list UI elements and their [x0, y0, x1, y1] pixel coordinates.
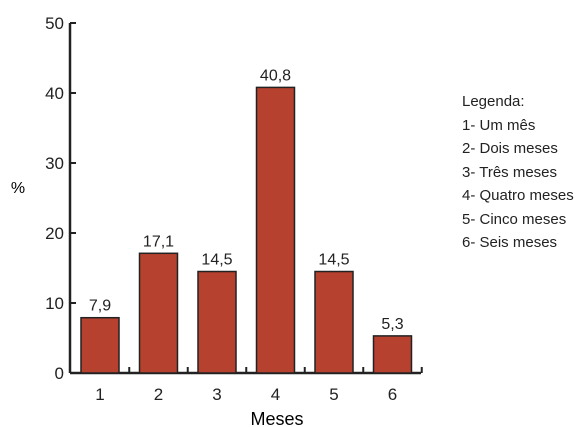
x-tick-label: 2	[154, 385, 163, 404]
legend: Legenda: 1- Um mês 2- Dois meses 3- Três…	[462, 90, 574, 255]
x-tick-label: 5	[329, 385, 338, 404]
x-tick-label: 3	[212, 385, 221, 404]
y-axis-label: %	[11, 180, 25, 197]
y-axis: 0 10 20 30 40 50	[45, 14, 76, 383]
bar-value-label: 14,5	[318, 252, 349, 269]
legend-item: 4- Quatro meses	[462, 187, 574, 204]
legend-item: 2- Dois meses	[462, 140, 558, 157]
bar	[255, 86, 296, 374]
bar	[372, 335, 413, 374]
bars	[80, 86, 413, 374]
y-tick-label: 20	[45, 224, 64, 243]
x-tick-label: 1	[95, 385, 104, 404]
bar	[138, 252, 179, 374]
y-tick-label: 0	[55, 364, 64, 383]
legend-item: 5- Cinco meses	[462, 210, 567, 228]
bar-value-label: 5,3	[381, 316, 403, 333]
x-axis: 1 2 3 4 5 6	[70, 367, 423, 404]
bar-value-label: 40,8	[260, 67, 291, 84]
legend-item: 6- Seis meses	[462, 234, 558, 251]
bar	[314, 270, 354, 374]
y-tick-label: 10	[45, 294, 64, 313]
x-axis-label: Meses	[250, 409, 303, 427]
bar	[197, 270, 237, 374]
legend-item: 3- Três meses	[462, 163, 558, 181]
x-tick-label: 4	[271, 385, 280, 404]
bar-value-label: 14,5	[201, 252, 232, 269]
x-tick-label: 6	[388, 385, 397, 404]
bar	[80, 316, 120, 374]
legend-item: 1- Um mês	[462, 116, 536, 134]
y-tick-label: 40	[45, 84, 64, 103]
bar-value-label: 17,1	[143, 233, 174, 250]
legend-title: Legenda:	[462, 93, 525, 110]
y-tick-label: 30	[45, 154, 64, 173]
bar-value-labels: 7,9 17,1 14,5 40,8 14,5 5,3	[89, 67, 404, 333]
y-tick-label: 50	[45, 14, 64, 33]
bar-value-label: 7,9	[89, 298, 111, 315]
